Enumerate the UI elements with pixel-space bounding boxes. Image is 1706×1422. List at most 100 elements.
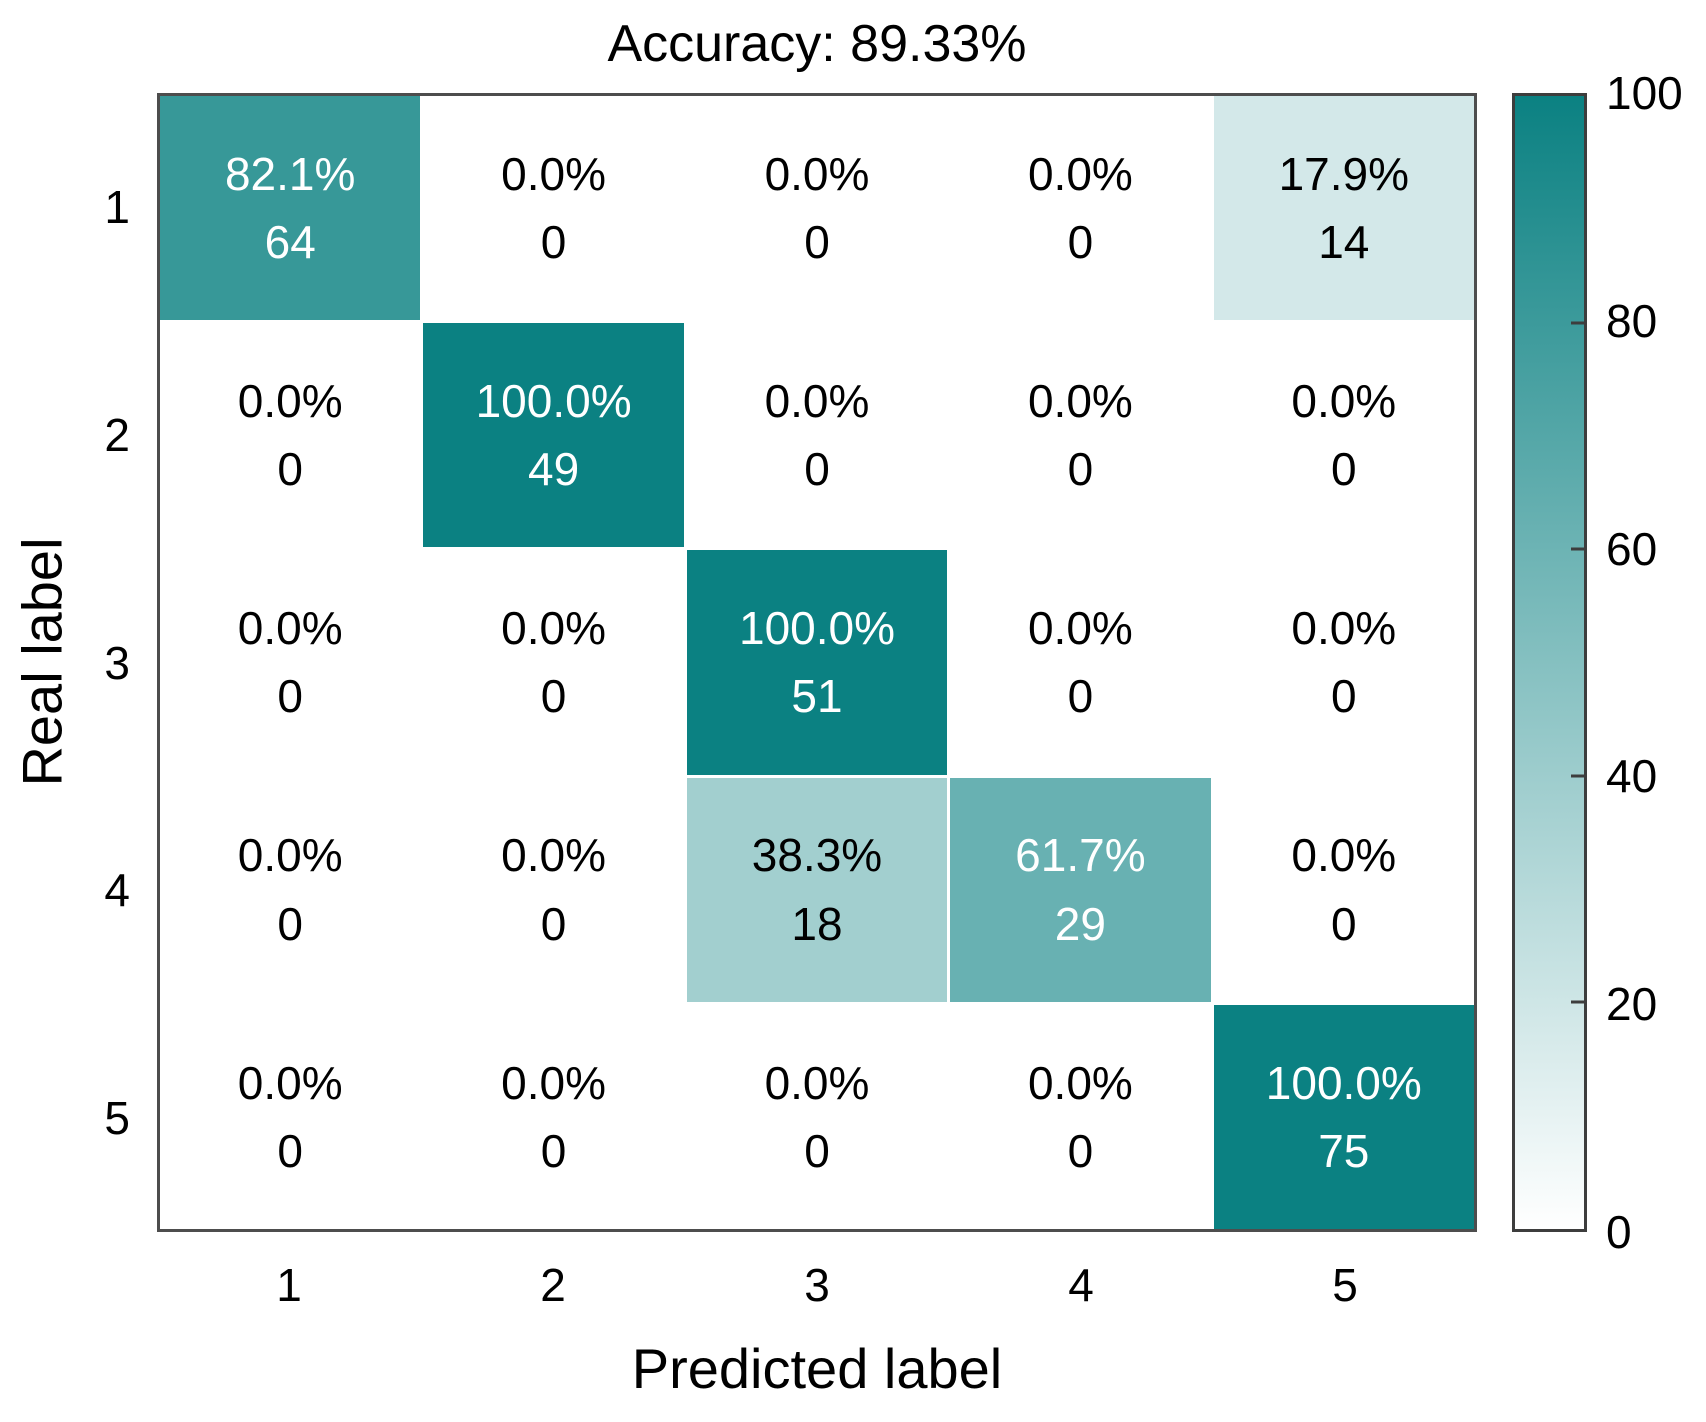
cell-percent: 0.0% bbox=[764, 1056, 870, 1109]
chart-title: Accuracy: 89.33% bbox=[607, 15, 1027, 73]
cell-count: 0 bbox=[1067, 443, 1094, 496]
matrix-cell: 0.0% 0 bbox=[423, 550, 684, 775]
colorbar-tick-mark bbox=[1571, 1000, 1584, 1004]
matrix-cell: 0.0% 0 bbox=[686, 1004, 948, 1229]
x-tick-label: 1 bbox=[276, 1259, 302, 1311]
y-tick-label: 3 bbox=[104, 636, 130, 689]
cell-percent: 0.0% bbox=[501, 829, 607, 882]
colorbar-tick-label: 0 bbox=[1606, 1206, 1632, 1258]
matrix-cell: 0.0% 0 bbox=[686, 96, 948, 321]
matrix-cell: 0.0% 0 bbox=[160, 323, 421, 548]
colorbar-tick-label: 80 bbox=[1606, 294, 1658, 347]
cell-percent: 0.0% bbox=[237, 374, 343, 427]
cell-count: 14 bbox=[1318, 216, 1370, 269]
y-tick-label: 4 bbox=[104, 864, 130, 917]
cell-count: 0 bbox=[277, 897, 303, 950]
matrix-grid: 82.1% 64 0.0% 0 0.0% 0 0.0% 0 17.9% 14 0.0% 0 100.0%… bbox=[157, 93, 1477, 1232]
cell-percent: 82.1% bbox=[224, 147, 356, 200]
cell-count: 0 bbox=[1330, 443, 1357, 496]
x-tick-label: 2 bbox=[540, 1259, 566, 1311]
cell-percent: 0.0% bbox=[1027, 374, 1133, 427]
cell-count: 0 bbox=[1067, 216, 1094, 269]
matrix-cell: 0.0% 0 bbox=[160, 777, 421, 1002]
cell-percent: 100.0% bbox=[475, 374, 632, 427]
cell-count: 0 bbox=[540, 1124, 567, 1177]
cell-percent: 0.0% bbox=[237, 602, 343, 655]
matrix-cell: 17.9% 14 bbox=[1213, 96, 1474, 321]
matrix-cell: 100.0% 75 bbox=[1213, 1004, 1474, 1229]
cell-count: 51 bbox=[791, 670, 843, 723]
cell-percent: 0.0% bbox=[501, 1056, 607, 1109]
cell-count: 0 bbox=[540, 216, 567, 269]
cell-percent: 0.0% bbox=[237, 829, 343, 882]
matrix-cell: 0.0% 0 bbox=[1213, 550, 1474, 775]
cell-count: 0 bbox=[1067, 1124, 1094, 1177]
matrix-cell: 0.0% 0 bbox=[423, 1004, 684, 1229]
cell-count: 0 bbox=[540, 670, 567, 723]
matrix-cell: 82.1% 64 bbox=[160, 96, 421, 321]
colorbar-tick-label: 60 bbox=[1606, 522, 1658, 575]
y-tick-label: 1 bbox=[104, 180, 130, 233]
matrix-cell: 61.7% 29 bbox=[950, 777, 1211, 1002]
cell-percent: 0.0% bbox=[1291, 829, 1397, 882]
cell-count: 0 bbox=[540, 897, 567, 950]
cell-count: 49 bbox=[528, 443, 580, 496]
cell-percent: 100.0% bbox=[738, 602, 895, 655]
matrix-cell: 0.0% 0 bbox=[1213, 777, 1474, 1002]
matrix-cell: 0.0% 0 bbox=[423, 96, 684, 321]
cell-count: 0 bbox=[1330, 897, 1357, 950]
cell-count: 0 bbox=[804, 1124, 830, 1177]
cell-count: 0 bbox=[277, 670, 303, 723]
cell-percent: 0.0% bbox=[1027, 1056, 1133, 1109]
x-tick-label: 3 bbox=[804, 1259, 830, 1311]
y-tick-label: 5 bbox=[104, 1092, 130, 1145]
matrix-cell: 38.3% 18 bbox=[686, 777, 948, 1002]
cell-percent: 0.0% bbox=[1291, 374, 1397, 427]
matrix-cell: 100.0% 49 bbox=[423, 323, 684, 548]
cell-percent: 0.0% bbox=[501, 147, 607, 200]
cell-count: 0 bbox=[804, 443, 830, 496]
cell-count: 0 bbox=[1330, 670, 1357, 723]
cell-count: 0 bbox=[277, 443, 303, 496]
colorbar-tick-label: 20 bbox=[1606, 978, 1658, 1031]
cell-percent: 100.0% bbox=[1265, 1056, 1422, 1109]
cell-percent: 0.0% bbox=[1027, 602, 1133, 655]
cell-percent: 0.0% bbox=[1291, 602, 1397, 655]
cell-percent: 0.0% bbox=[764, 147, 870, 200]
matrix-cell: 0.0% 0 bbox=[950, 550, 1211, 775]
cell-percent: 0.0% bbox=[764, 374, 870, 427]
cell-count: 0 bbox=[804, 216, 830, 269]
colorbar-tick-label: 100 bbox=[1606, 67, 1683, 119]
colorbar-tick-mark bbox=[1571, 774, 1584, 778]
cell-count: 0 bbox=[277, 1124, 303, 1177]
cell-count: 64 bbox=[264, 216, 316, 269]
x-axis-title: Predicted label bbox=[631, 1337, 1003, 1400]
matrix-cell: 0.0% 0 bbox=[160, 1004, 421, 1229]
cell-count: 0 bbox=[1067, 670, 1094, 723]
cell-percent: 0.0% bbox=[1027, 147, 1133, 200]
matrix-cell: 0.0% 0 bbox=[1213, 323, 1474, 548]
cell-percent: 61.7% bbox=[1015, 829, 1146, 882]
x-tick-label: 5 bbox=[1332, 1259, 1358, 1311]
y-tick-label: 2 bbox=[104, 408, 130, 461]
cell-percent: 17.9% bbox=[1278, 147, 1409, 200]
cell-count: 75 bbox=[1318, 1124, 1370, 1177]
cell-percent: 38.3% bbox=[751, 829, 883, 882]
cell-count: 18 bbox=[791, 897, 843, 950]
matrix-cell: 0.0% 0 bbox=[950, 96, 1211, 321]
colorbar-tick-mark bbox=[1571, 321, 1584, 325]
matrix-cell: 0.0% 0 bbox=[160, 550, 421, 775]
cell-percent: 0.0% bbox=[501, 602, 607, 655]
matrix-cell: 0.0% 0 bbox=[423, 777, 684, 1002]
matrix-cell: 0.0% 0 bbox=[950, 323, 1211, 548]
colorbar-tick-label: 40 bbox=[1606, 750, 1658, 803]
colorbar-tick-mark bbox=[1571, 547, 1584, 551]
matrix-cell: 0.0% 0 bbox=[686, 323, 948, 548]
cell-percent: 0.0% bbox=[237, 1056, 343, 1109]
x-tick-label: 4 bbox=[1068, 1259, 1094, 1311]
matrix-cell: 100.0% 51 bbox=[686, 550, 948, 775]
cell-count: 29 bbox=[1054, 897, 1106, 950]
colorbar bbox=[1512, 93, 1587, 1232]
matrix-cell: 0.0% 0 bbox=[950, 1004, 1211, 1229]
